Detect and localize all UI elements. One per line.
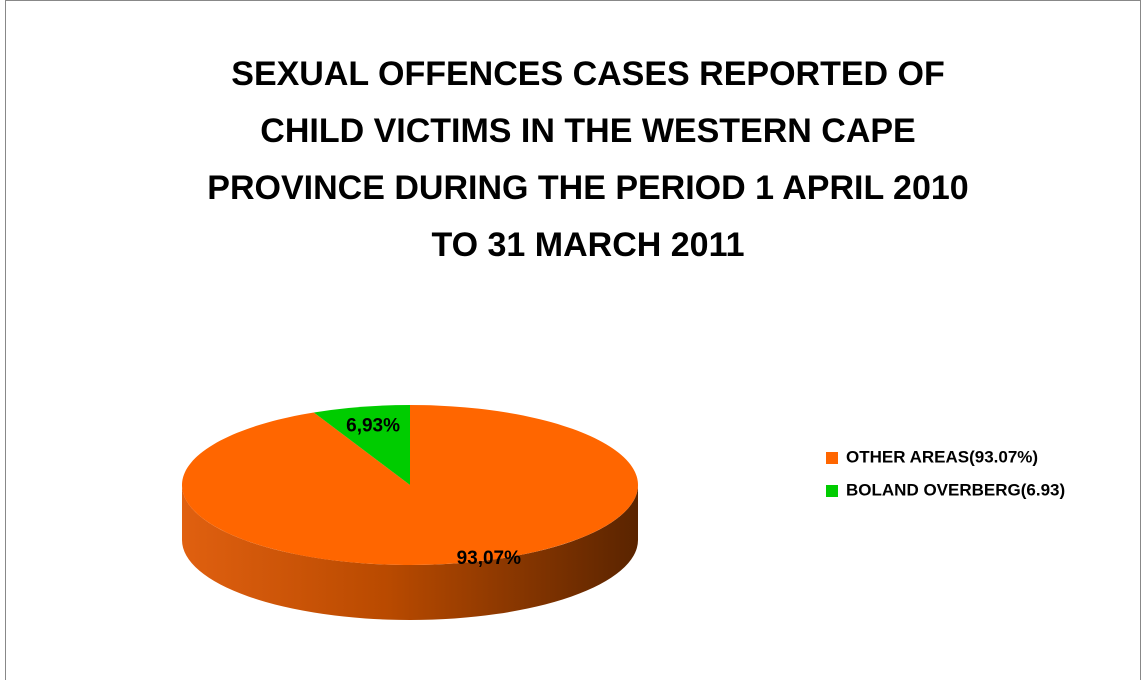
chart-title: TO 31 MARCH 2011 — [431, 226, 744, 264]
legend-swatch — [826, 485, 838, 497]
chart-title: SEXUAL OFFENCES CASES REPORTED OF — [231, 55, 944, 93]
data-label: 93,07% — [457, 548, 522, 569]
pie-side — [182, 485, 638, 620]
legend-label: BOLAND OVERBERG(6.93) — [846, 480, 1065, 499]
pie-slice — [181, 405, 638, 565]
chart-title: PROVINCE DURING THE PERIOD 1 APRIL 2010 — [207, 169, 968, 207]
chart-title: CHILD VICTIMS IN THE WESTERN CAPE — [260, 112, 915, 150]
legend-swatch — [826, 452, 838, 464]
legend-label: OTHER AREAS(93.07%) — [846, 447, 1038, 466]
pie-slice — [313, 405, 410, 485]
data-label: 6,93% — [346, 415, 400, 436]
